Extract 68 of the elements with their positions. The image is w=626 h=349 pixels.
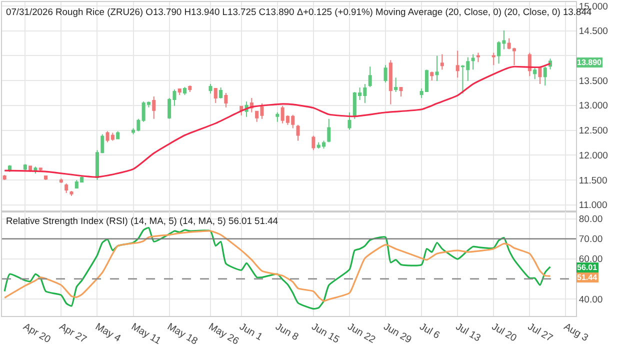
candlestick [296,124,300,142]
candlestick [276,112,280,122]
candlestick [368,66,372,88]
x-tick-label: Jul 20 [490,321,519,344]
x-tick-label: Jun 8 [273,321,300,344]
x-tick-label: Aug 3 [562,321,590,344]
annotation: 51.44 [577,273,598,282]
y-tick-label: 11.500 [578,175,608,186]
x-tick-label: Apr 27 [57,321,89,346]
y-tick-label: 11.000 [578,200,608,212]
candlestick [219,87,223,99]
y-tick-label: 13.000 [578,100,608,112]
candlestick [70,190,74,196]
annotation: 13.890 [577,58,602,67]
candlestick [456,50,460,78]
candlestick [208,84,212,94]
y-tick-label: 60.00 [578,254,603,266]
candlestick [116,130,120,140]
x-tick-label: May 4 [93,321,123,345]
candlestick [399,87,403,97]
candlestick [152,96,156,120]
candlestick [327,118,331,143]
candlestick [435,55,439,82]
candlestick [59,178,63,184]
annotation: 56.01 [577,263,598,272]
candlestick [538,66,542,85]
candlestick [312,135,316,151]
candlestick [471,54,475,70]
candlestick [440,54,444,70]
candlestick [476,52,480,63]
x-tick-label: May 11 [129,321,163,348]
line-series [4,62,552,178]
candlestick [543,66,547,86]
candlestick [214,88,218,104]
candlestick [224,92,228,108]
chart-title: Relative Strength Index (RSI) (14, MA, 5) (14, MA, 5) 56.01 51.44 [6,215,278,226]
x-tick-label: Jul 6 [418,321,442,342]
y-tick-label: 80.00 [578,214,603,226]
candlestick [182,86,187,96]
candlestick [2,174,6,181]
candlestick [348,112,352,130]
candlestick [388,60,392,105]
candlestick [178,88,182,96]
candlestick [384,64,388,84]
candlestick [64,182,68,194]
y-tick-label: 13.500 [578,76,608,87]
y-tick-label: 40.00 [578,294,603,306]
x-tick-label: Jun 15 [309,321,342,346]
x-tick-label: Jul 27 [526,321,555,344]
y-tick-label: 14.500 [578,26,608,38]
x-tick-label: Jun 22 [345,321,378,346]
candlestick [394,77,398,92]
y-tick-label: 70.00 [578,234,603,246]
x-tick-label: May 26 [206,321,241,348]
candlestick [492,52,496,66]
y-tick-label: 12.000 [578,150,608,162]
candlestick [188,85,192,92]
candlestick [430,71,434,82]
candlestick [38,168,42,172]
x-tick-label: Apr 20 [21,321,53,346]
x-tick-label: May 18 [165,321,200,348]
candlestick [23,164,27,172]
y-tick-label: 12.500 [578,126,608,137]
x-tick-label: Jun 29 [382,321,414,346]
candlestick [528,52,532,77]
candlestick [533,68,537,80]
x-tick-label: Jul 13 [454,321,483,344]
candlestick [44,176,48,181]
